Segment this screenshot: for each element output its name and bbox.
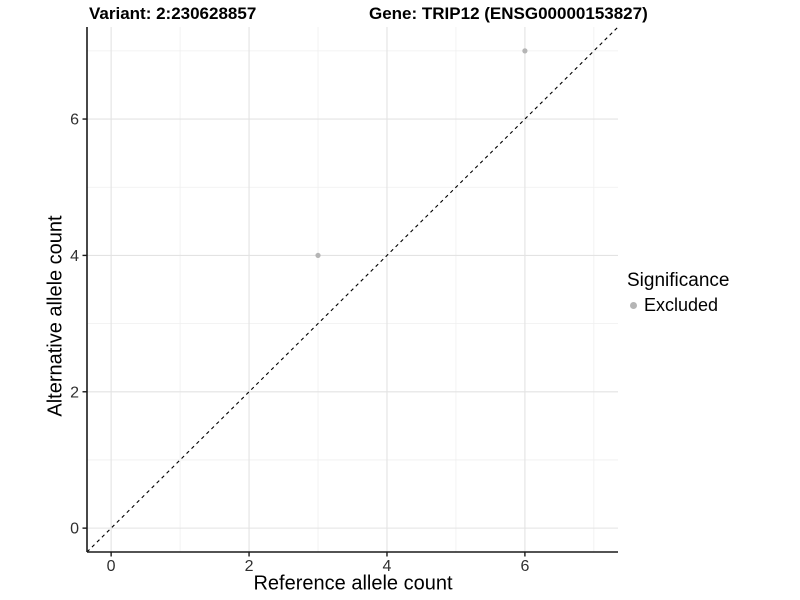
x-tick-label: 4 [383, 558, 392, 575]
legend-title: Significance [627, 270, 730, 291]
identity-line [86, 26, 619, 553]
y-axis-title: Alternative allele count [44, 215, 67, 417]
y-tick-label: 2 [70, 384, 79, 401]
x-tick-label: 0 [107, 558, 116, 575]
gene-title: Gene: TRIP12 (ENSG00000153827) [369, 4, 648, 23]
y-tick-label: 4 [70, 248, 79, 265]
x-tick-label: 2 [245, 558, 254, 575]
y-tick-label: 6 [70, 112, 79, 129]
legend-entry-label: Excluded [644, 295, 719, 315]
data-point [315, 252, 321, 259]
legend-point-icon [630, 302, 637, 309]
y-tick-label: 0 [70, 521, 79, 538]
variant-title: Variant: 2:230628857 [89, 4, 257, 23]
x-axis-title: Reference allele count [253, 572, 453, 595]
legend-entry: Excluded [627, 295, 729, 316]
legend: Significance Excluded [627, 270, 729, 316]
legend-entries: Excluded [627, 295, 729, 316]
x-tick-label: 6 [520, 558, 529, 575]
data-point [522, 48, 528, 54]
